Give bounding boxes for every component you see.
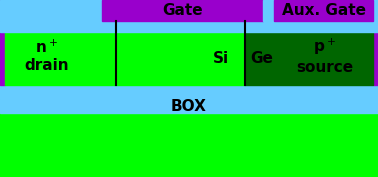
Bar (373, 0, 378, 85)
Bar (0, 113, 378, 177)
Bar (0, 21, 378, 32)
Bar (274, 0, 373, 21)
Bar (0, 0, 5, 85)
Bar (263, 0, 274, 21)
Text: p$^+$
source: p$^+$ source (296, 37, 353, 75)
Bar (0, 85, 378, 99)
Text: Gate: Gate (162, 3, 203, 18)
Bar (245, 32, 373, 85)
Bar (102, 0, 263, 21)
Bar (0, 99, 378, 113)
Bar (93, 0, 102, 21)
Text: Ge: Ge (250, 51, 273, 66)
Bar (116, 32, 245, 85)
Text: n$^+$
drain: n$^+$ drain (25, 38, 69, 73)
Text: Si: Si (213, 51, 229, 66)
Text: Aux. Gate: Aux. Gate (282, 3, 366, 18)
Text: BOX: BOX (171, 99, 207, 114)
Bar (0, 0, 378, 21)
Bar (5, 32, 116, 85)
Bar (0, 32, 378, 85)
